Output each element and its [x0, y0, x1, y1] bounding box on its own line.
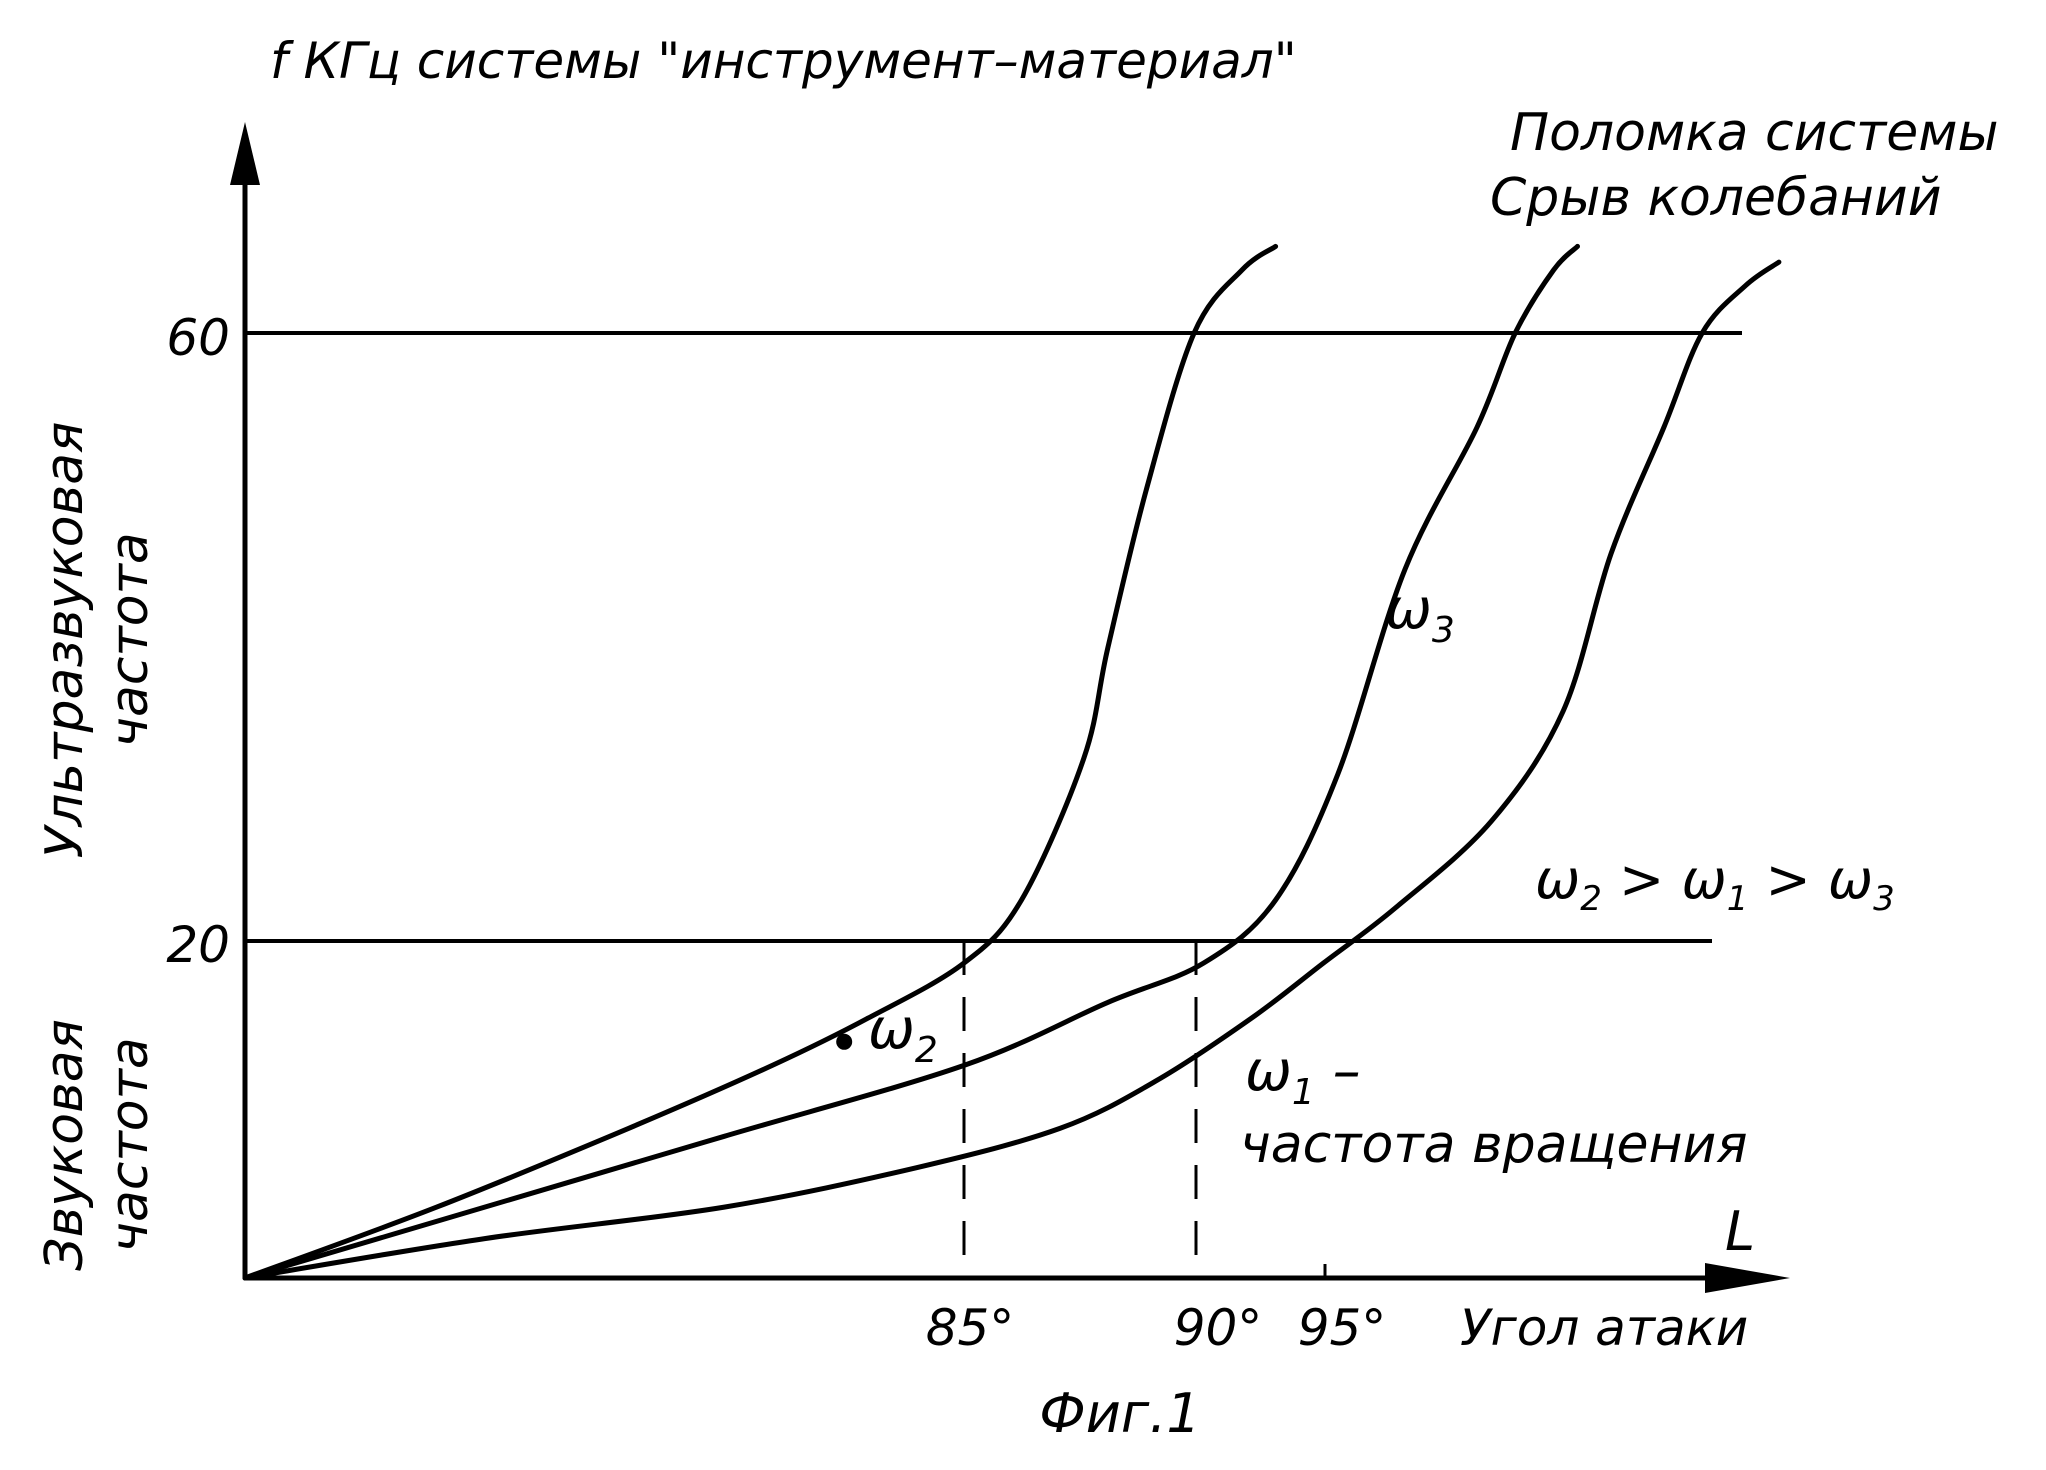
x-axis-symbol: L [1725, 1200, 1755, 1263]
y-tick-label-60: 60 [166, 309, 230, 367]
x-axis-arrow-icon [1705, 1263, 1790, 1293]
ineq-gt-a: > [1602, 848, 1682, 911]
ineq-omega-a: ω [1535, 848, 1580, 911]
x-tick-label-95: 95° [1298, 1299, 1387, 1357]
series-label-omega2: ω2 [868, 997, 938, 1071]
annotation-breakdown-line2: Срыв колебаний [1490, 168, 1942, 228]
ineq-omega-b: ω [1681, 848, 1726, 911]
y-axis-arrow-icon [230, 122, 260, 185]
series-label-omega1-sub: 1 [1292, 1072, 1315, 1113]
y-region-label-sonic-line1: Звуковая [35, 1019, 95, 1271]
series-label-omega1-suffix: – [1315, 1039, 1361, 1104]
series-desc-omega1: частота вращения [1240, 1115, 1748, 1175]
y-region-label-sonic: Звуковая частота [35, 1019, 160, 1271]
ineq-sub-c: 3 [1873, 879, 1895, 919]
annotation-inequality: ω2 > ω1 > ω3 [1535, 848, 1895, 919]
ineq-sub-a: 2 [1580, 879, 1602, 919]
series-label-omega3-sub: 3 [1432, 610, 1455, 651]
y-region-label-ultrasonic-line2: частота [100, 532, 160, 747]
annotation-breakdown-line1: Поломка системы [1510, 103, 1999, 163]
series-label-omega3-symbol: ω [1385, 577, 1432, 642]
x-axis-label: Угол атаки [1460, 1299, 1748, 1357]
series-label-omega1-symbol: ω [1245, 1039, 1292, 1104]
y-region-label-ultrasonic: Ультразвуковая частота [35, 422, 160, 859]
x-tick-label-85: 85° [926, 1299, 1015, 1357]
y-region-label-ultrasonic-line1: Ультразвуковая [35, 422, 95, 859]
y-region-label-sonic-line2: частота [100, 1037, 160, 1252]
series-label-omega2-sub: 2 [915, 1030, 938, 1071]
ineq-gt-b: > [1748, 848, 1828, 911]
ineq-omega-c: ω [1828, 848, 1873, 911]
chart-title: f КГц системы "инструмент–материал" [270, 32, 1297, 90]
series-label-omega2-symbol: ω [868, 997, 915, 1062]
figure-caption: Фиг.1 [1039, 1382, 1200, 1445]
series-point-omega2 [836, 1034, 852, 1050]
ineq-sub-b: 1 [1727, 879, 1749, 919]
series-label-omega1: ω1 – [1245, 1039, 1361, 1113]
y-tick-label-20: 20 [166, 916, 230, 974]
x-tick-label-90: 90° [1174, 1299, 1263, 1357]
series-label-omega3: ω3 [1385, 577, 1455, 651]
